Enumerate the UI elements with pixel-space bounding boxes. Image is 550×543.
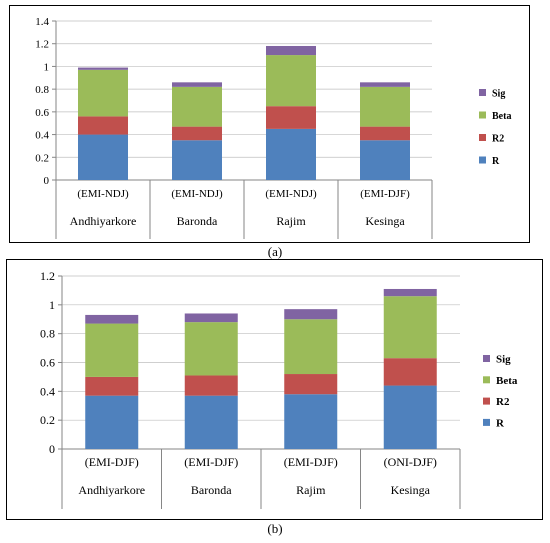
bar-segment-r <box>78 134 128 180</box>
category-label: (EMI-DJF) <box>85 455 139 469</box>
y-tick-label: 0.4 <box>35 130 49 142</box>
bar-segment-sig <box>78 67 128 70</box>
y-tick-label: 0.6 <box>40 356 55 370</box>
legend-label-r: R <box>492 156 500 167</box>
category-label: (EMI-DJF) <box>184 455 238 469</box>
category-label: (ONI-DJF) <box>384 455 437 469</box>
bar-segment-sig <box>360 82 410 87</box>
bar-segment-r <box>360 140 410 180</box>
bar-segment-r <box>266 128 316 180</box>
group-label: Andhiyarkore <box>70 214 137 228</box>
bar-segment-r2 <box>85 376 139 396</box>
group-label: Rajim <box>296 483 326 497</box>
bar-segment-r2 <box>184 375 238 396</box>
y-tick-label: 0.4 <box>40 384 55 398</box>
group-label: Andhiyarkore <box>78 483 145 497</box>
bar-segment-r2 <box>172 126 222 141</box>
panel-b-caption: (b) <box>267 521 283 536</box>
bar-segment-sig <box>266 45 316 56</box>
y-tick-label: 0 <box>49 442 55 456</box>
bar-segment-r2 <box>383 358 437 386</box>
category-label: (EMI-NDJ) <box>77 188 129 200</box>
legend-label-r2: R2 <box>496 396 510 408</box>
bar-segment-beta <box>184 322 238 376</box>
legend-swatch-sig <box>483 355 490 362</box>
bar-segment-r2 <box>266 106 316 129</box>
legend-swatch-beta <box>479 111 486 119</box>
legend-label-r2: R2 <box>492 134 504 145</box>
bar-segment-beta <box>266 55 316 107</box>
y-tick-label: 1.4 <box>35 16 49 28</box>
legend-label-r: R <box>496 417 505 429</box>
bar-segment-r <box>284 394 338 449</box>
legend-label-sig: Sig <box>496 354 511 366</box>
chart-b-svg: 0 0.2 0.4 0.6 0.8 1 1.2 (EMI-DJF) Andhiyarkore (E… <box>40 269 518 509</box>
legend-swatch-r2 <box>479 134 486 141</box>
y-tick-label: 0 <box>44 175 50 187</box>
bar-segment-r <box>172 140 222 180</box>
bar-segment-beta <box>172 86 222 127</box>
y-tick-label: 1.2 <box>35 39 49 51</box>
y-tick-label: 0.8 <box>35 84 49 96</box>
legend-swatch-r <box>483 418 490 426</box>
panel-a-caption: (a) <box>267 244 283 259</box>
category-label: (EMI-DJF) <box>360 188 410 200</box>
category-label: (EMI-NDJ) <box>171 188 223 200</box>
y-tick-label: 1.2 <box>40 269 55 283</box>
group-label: Rajim <box>276 214 306 228</box>
group-label: Baronda <box>191 483 232 497</box>
bar-segment-beta <box>383 296 437 359</box>
chart-panel-b: 0 0.2 0.4 0.6 0.8 1 1.2 (EMI-DJF) Andhiyarkore (E… <box>6 259 543 520</box>
bar-segment-r <box>383 385 437 449</box>
legend-swatch-sig <box>479 89 486 96</box>
bar-segment-beta <box>78 69 128 117</box>
y-tick-label: 0.6 <box>35 107 49 119</box>
bar-segment-beta <box>284 319 338 375</box>
y-tick-label: 1 <box>44 61 50 73</box>
legend-label-beta: Beta <box>492 111 511 122</box>
bar-segment-beta <box>85 323 139 377</box>
chart-panel-a: 0 0.2 0.4 0.6 0.8 1 1.2 1.4 (EMI-NDJ) Andhiyarkor… <box>9 5 530 243</box>
bar-segment-sig <box>85 314 139 324</box>
category-label: (EMI-DJF) <box>284 455 338 469</box>
bar-segment-r2 <box>78 116 128 135</box>
legend-swatch-r <box>479 156 486 164</box>
bar-segment-r <box>85 395 139 449</box>
legend-label-beta: Beta <box>496 375 518 387</box>
bar-segment-sig <box>184 313 238 323</box>
bar-segment-sig <box>284 309 338 320</box>
bar-segment-sig <box>172 82 222 87</box>
legend-label-sig: Sig <box>492 89 505 100</box>
legend-swatch-r2 <box>483 397 490 405</box>
legend-swatch-beta <box>483 376 490 384</box>
y-tick-label: 1 <box>49 298 55 312</box>
bar-segment-r2 <box>360 126 410 141</box>
bar-segment-r2 <box>284 374 338 395</box>
bar-segment-sig <box>383 288 437 297</box>
group-label: Kesinga <box>365 214 405 228</box>
category-label: (EMI-NDJ) <box>265 188 317 200</box>
group-label: Kesinga <box>391 483 431 497</box>
bar-segment-beta <box>360 86 410 127</box>
y-tick-label: 0.2 <box>40 413 55 427</box>
y-tick-label: 0.8 <box>40 327 55 341</box>
chart-a-svg: 0 0.2 0.4 0.6 0.8 1 1.2 1.4 (EMI-NDJ) Andhiyarkor… <box>35 16 511 239</box>
bar-segment-r <box>184 395 238 449</box>
y-tick-label: 0.2 <box>35 152 49 164</box>
group-label: Baronda <box>177 214 218 228</box>
